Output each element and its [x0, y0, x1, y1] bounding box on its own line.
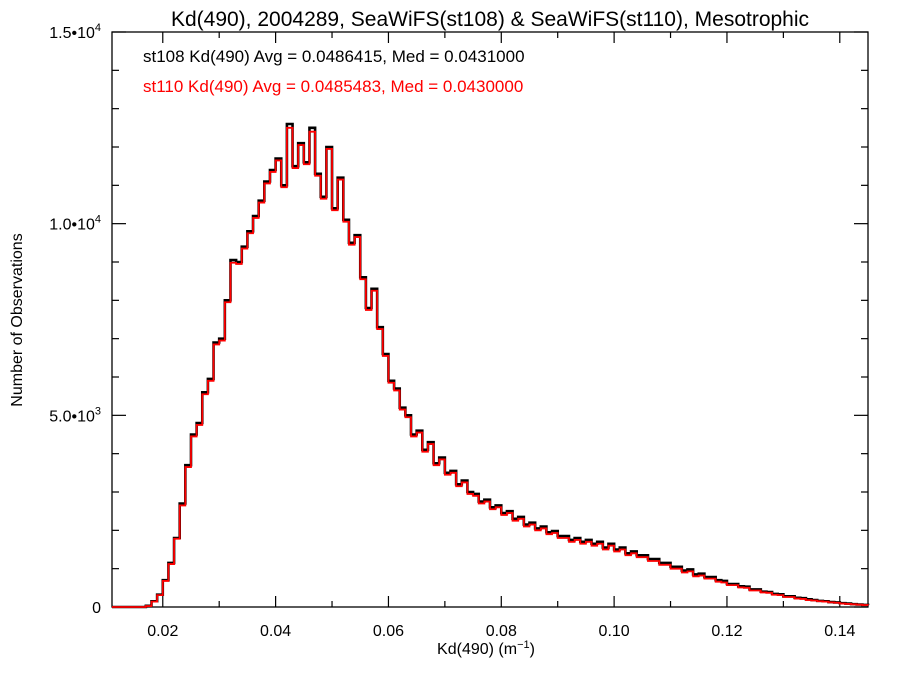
tick-marks: [112, 31, 868, 608]
series-st108-line: [112, 122, 870, 609]
plot-frame: [111, 31, 869, 608]
legend-entry-st110: st110 Kd(490) Avg = 0.0485483, Med = 0.0…: [143, 77, 523, 96]
x-tick-label: 0.12: [711, 623, 742, 640]
x-tick-label: 0.04: [260, 623, 291, 640]
series-layer: [112, 122, 870, 609]
x-tick-label: 0.02: [147, 623, 178, 640]
y-tick-label: 5.0•103: [49, 405, 101, 425]
y-tick-label: 0: [92, 600, 101, 617]
y-axis-label: Number of Observations: [9, 233, 26, 406]
y-tick-labels: 0 5.0•103 1.0•104 1.5•104: [49, 22, 101, 617]
series-st110-line: [112, 126, 869, 608]
legend-entry-st108: st108 Kd(490) Avg = 0.0486415, Med = 0.0…: [143, 47, 525, 66]
x-tick-label: 0.08: [486, 623, 517, 640]
x-axis-label: Kd(490) (m−1): [437, 639, 535, 658]
y-tick-label: 1.0•104: [49, 214, 101, 234]
y-tick-label: 1.5•104: [49, 22, 101, 42]
x-tick-label: 0.14: [824, 623, 855, 640]
x-tick-labels: 0.02 0.04 0.06 0.08 0.10 0.12 0.14: [147, 623, 855, 640]
x-tick-label: 0.10: [599, 623, 630, 640]
x-tick-label: 0.06: [373, 623, 404, 640]
chart-title: Kd(490), 2004289, SeaWiFS(st108) & SeaWi…: [171, 8, 809, 31]
